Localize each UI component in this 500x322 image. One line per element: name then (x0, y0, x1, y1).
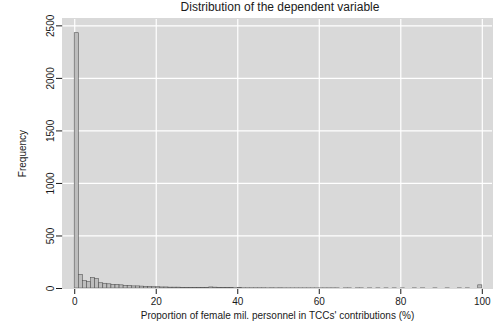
svg-text:60: 60 (314, 296, 326, 307)
svg-text:0: 0 (45, 285, 56, 291)
svg-text:40: 40 (232, 296, 244, 307)
svg-text:1000: 1000 (45, 172, 56, 195)
svg-text:2500: 2500 (45, 14, 56, 37)
svg-text:Frequency: Frequency (17, 130, 28, 177)
html-text:Distribution of the dependent: Distribution of the dependent variable (180, 0, 380, 14)
svg-text:80: 80 (395, 296, 407, 307)
svg-text:20: 20 (151, 296, 163, 307)
svg-text:100: 100 (474, 296, 491, 307)
svg-text:Proportion of female mil. pers: Proportion of female mil. personnel in T… (141, 310, 415, 321)
svg-text:1500: 1500 (45, 119, 56, 142)
svg-text:2000: 2000 (45, 67, 56, 90)
svg-text:0: 0 (72, 296, 78, 307)
svg-text:500: 500 (45, 227, 56, 244)
